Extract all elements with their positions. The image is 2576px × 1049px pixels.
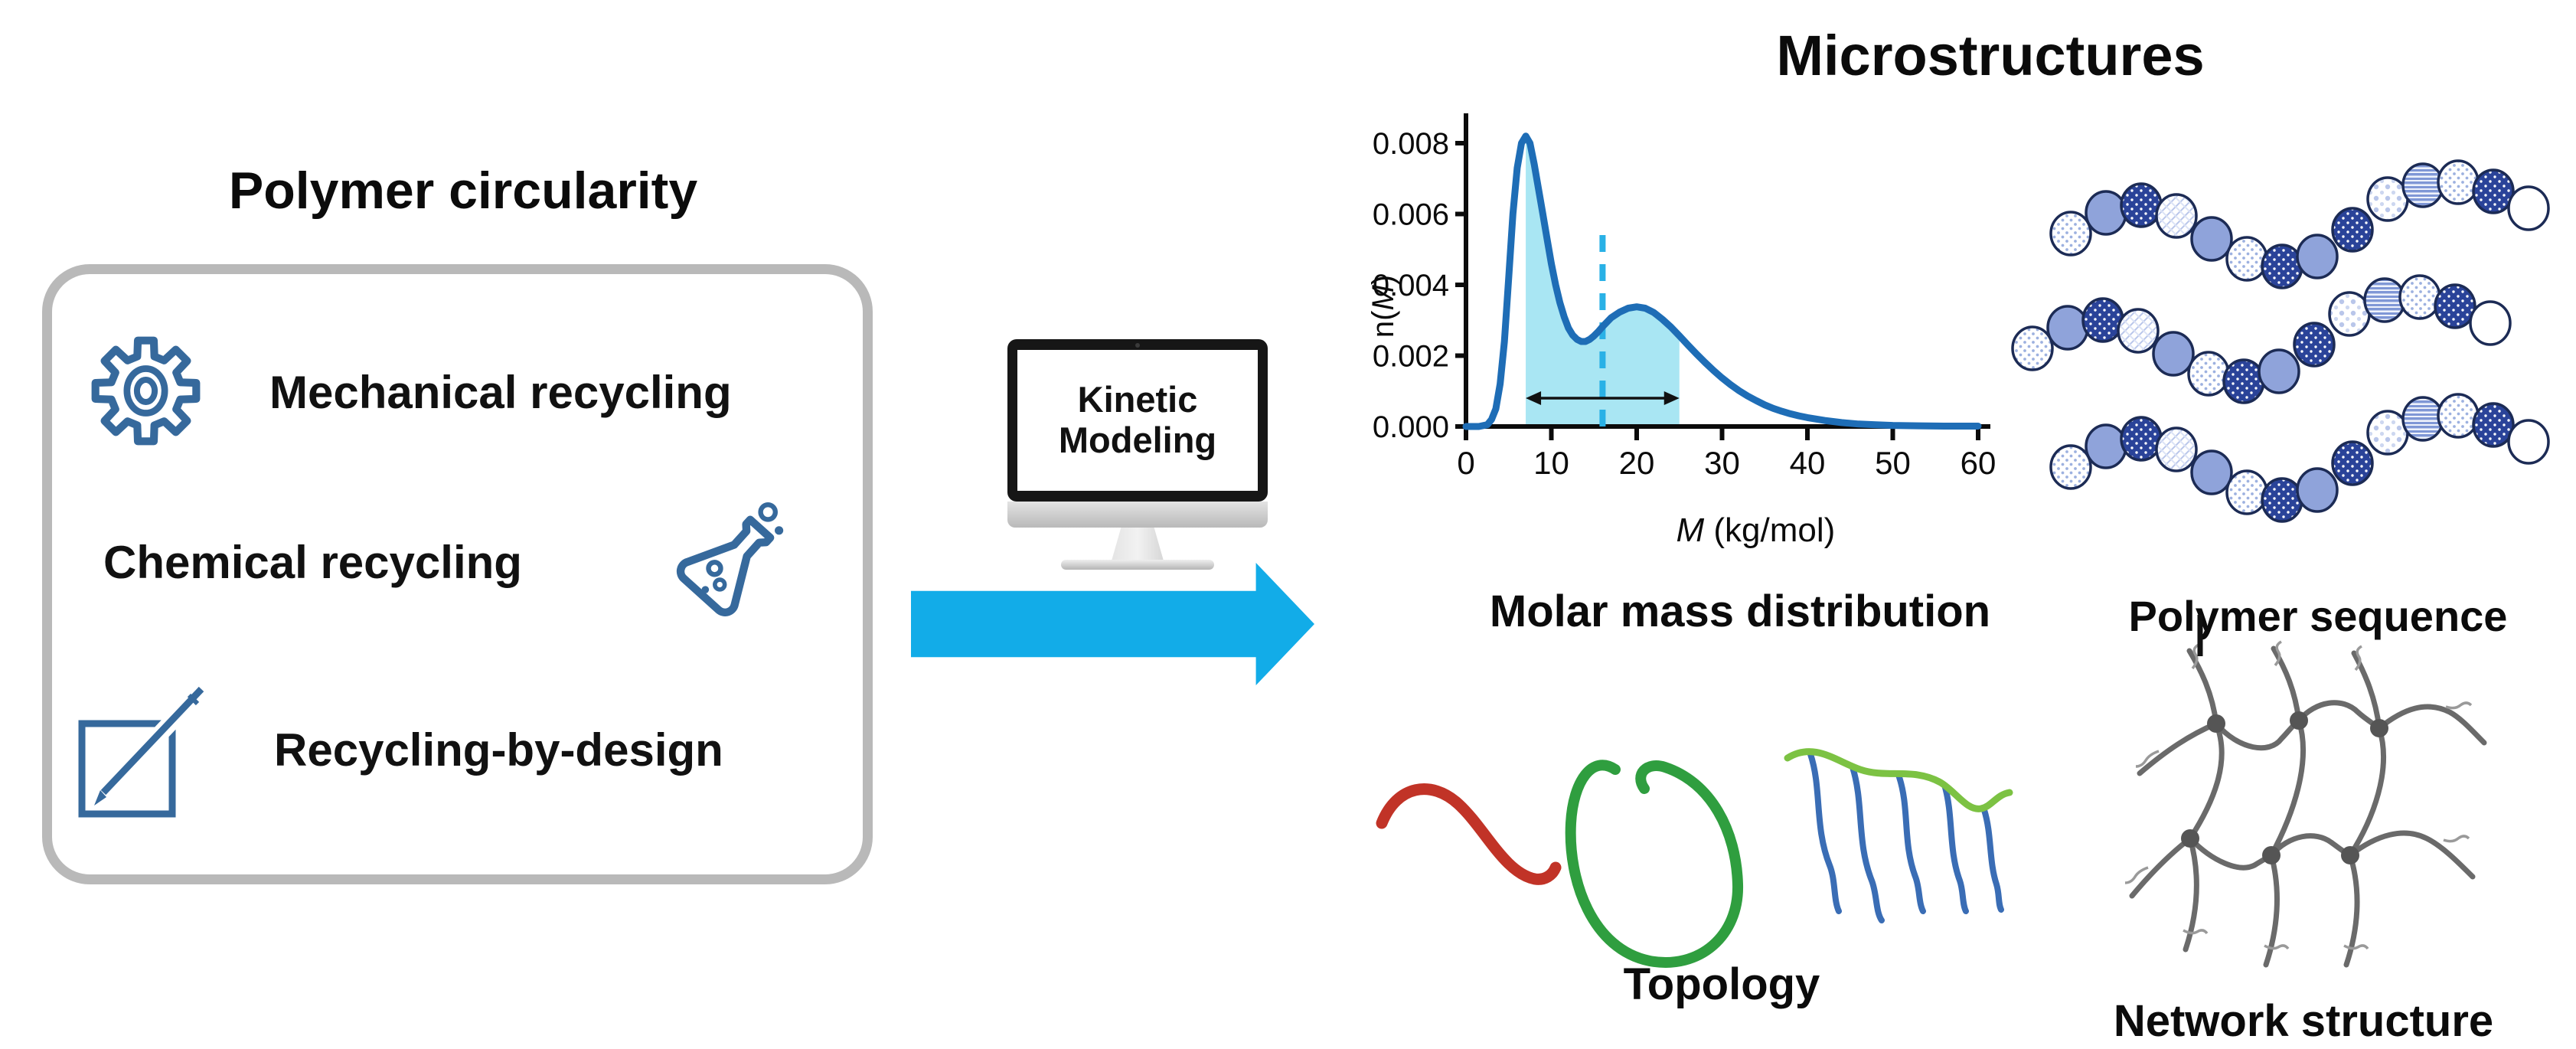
monomer-bead [2401,396,2444,442]
monomer-bead [2081,297,2124,343]
monomer-bead [2366,176,2409,222]
monomer-bead [2331,440,2374,486]
polymer-sequence-illustration [2011,159,2550,523]
monomer-bead [2190,216,2233,262]
linear-chain-shape [1376,783,1562,885]
monomer-bead [2328,291,2371,337]
monomer-bead [2437,393,2480,439]
x-tick-label: 50 [1875,445,1911,481]
monomer-bead [2331,207,2374,253]
branched-chain-shape [1784,748,2013,923]
network-strands [2129,645,2487,968]
sequence-caption: Polymer sequence [2128,592,2508,640]
monomer-bead [2261,477,2303,523]
monomer-bead [2155,193,2198,239]
x-tick-label: 0 [1457,445,1474,481]
monomer-bead [2363,277,2406,323]
monomer-bead [2011,325,2054,371]
flask-icon [668,496,790,623]
topology-illustration [1376,748,2013,968]
x-tick-label: 30 [1704,445,1740,481]
span-arrow-left-head [1526,391,1542,405]
monomer-bead [2222,358,2265,404]
ring-chain-shape [1565,760,1744,968]
monomer-bead [2225,469,2268,515]
y-axis-title: n(M) [1366,275,1400,338]
topology-caption: Topology [1623,959,1820,1009]
monitor-camera-dot [1135,343,1140,348]
monomer-bead [2152,331,2195,377]
y-tick-label: 0.002 [1373,340,1449,374]
bead-chain-3 [2049,393,2550,523]
monitor-stand-neck [1112,528,1164,560]
monomer-bead [2507,419,2550,465]
right-panel-title: Microstructures [1776,24,2205,87]
monomer-bead [2085,190,2127,236]
monomer-bead [2120,416,2163,462]
monomer-bead [2472,402,2515,448]
monomer-bead [2434,283,2476,329]
computer-monitor: Kinetic Modeling [1007,339,1268,578]
y-tick-label: 0.006 [1373,198,1449,232]
x-tick-label: 10 [1533,445,1569,481]
monitor-chin [1007,502,1268,528]
distribution-curve [1462,132,1982,430]
monomer-bead [2507,185,2550,231]
list-item-label: Chemical recycling [103,537,522,588]
x-tick-label: 60 [1961,445,1996,481]
right-arrow [911,563,1314,685]
monomer-bead [2225,236,2268,282]
molar-mass-distribution-chart: 0 10 20 30 40 50 60 0.000 0.002 0.004 0.006 0.008 M … [1366,113,1996,549]
y-tick-label: 0.000 [1373,410,1449,444]
monomer-bead [2437,159,2480,205]
monomer-bead [2469,300,2512,346]
monomer-bead [2258,348,2300,394]
y-tick-label: 0.004 [1373,269,1449,302]
monomer-bead [2472,168,2515,214]
monomer-bead [2155,426,2198,472]
edit-icon [73,670,226,827]
monomer-bead [2117,308,2160,354]
monitor-text-line2: Modeling [1058,420,1217,460]
monomer-bead [2401,162,2444,208]
bead-chain-2 [2011,274,2512,404]
monomer-bead [2187,351,2230,397]
crosslink-junctions [2181,711,2388,864]
monomer-bead [2296,467,2339,513]
chain-end-squiggles [2124,640,2473,950]
span-arrow-right-head [1663,391,1680,405]
monomer-bead [2190,449,2233,495]
bead-chain-1 [2049,159,2550,289]
monitor-screen: Kinetic Modeling [1017,350,1258,491]
network-structure-illustration [2124,615,2487,968]
network-caption: Network structure [2113,996,2494,1046]
monomer-bead [2085,423,2127,469]
x-axis-title: M (kg/mol) [1677,511,1836,549]
monomer-bead [2293,322,2336,368]
monomer-bead [2296,234,2339,279]
monomer-bead [2398,274,2441,320]
left-panel-title: Polymer circularity [228,162,698,220]
monomer-bead [2046,305,2089,351]
monomer-bead [2366,410,2409,456]
y-tick-label: 0.008 [1373,127,1449,161]
monomer-bead [2049,211,2092,257]
chart-caption: Molar mass distribution [1489,587,1991,636]
x-tick-label: 40 [1790,445,1826,481]
monomer-bead [2120,182,2163,228]
list-item-label: Mechanical recycling [269,367,732,418]
gear-icon [90,335,201,450]
x-tick-label: 20 [1619,445,1655,481]
monitor-stand-base [1061,560,1214,570]
monomer-bead [2261,243,2303,289]
monomer-bead [2049,444,2092,490]
list-item-label: Recycling-by-design [274,724,723,776]
shaded-mass-region [1526,136,1680,426]
monitor-text-line1: Kinetic [1077,379,1198,420]
